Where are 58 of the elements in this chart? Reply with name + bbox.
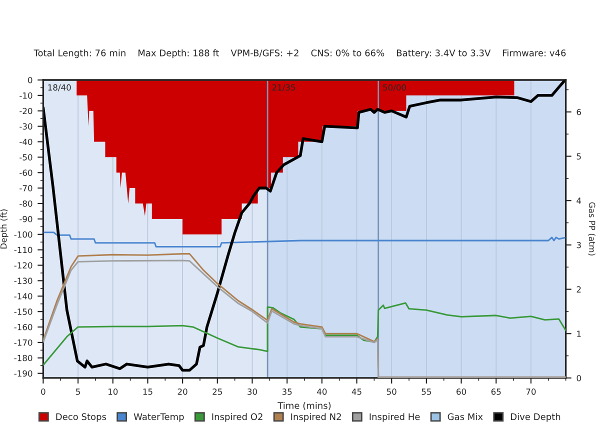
x-tick-label: 35 (282, 388, 292, 395)
y2-tick-label: 2 (576, 286, 581, 292)
x-axis-title: Time (mins) (278, 402, 331, 410)
y-tick-label: -170 (14, 339, 32, 346)
y2-tick-label: 4 (576, 198, 582, 204)
line-series (43, 302, 566, 366)
x-tick-label: 5 (76, 388, 80, 395)
x-tick-label: 20 (178, 388, 188, 395)
x-tick-label: 25 (212, 388, 222, 395)
x-tick-label: 10 (108, 388, 118, 395)
legend-label: Inspired He (370, 413, 420, 422)
y2-tick-label: 3 (576, 242, 581, 248)
x-tick-label: 15 (143, 388, 152, 395)
y-tick-label: 0 (28, 76, 32, 84)
legend-label: Gas Mix (448, 413, 483, 420)
y-tick-label: -80 (20, 200, 32, 207)
legend-label: WaterTemp (134, 413, 184, 422)
y2-tick-label: 1 (577, 330, 581, 337)
chart-title: Total Length: 76 min Max Depth: 188 ft VPM-B/GFS: +2 CNS: 0% to 66% Battery: 3.4V to 3.3V Firmware: v46 (34, 49, 566, 58)
y-tick-label: -30 (20, 123, 32, 130)
y-tick-label: -160 (14, 324, 32, 330)
x-tick-label: 0 (41, 388, 46, 395)
y-tick-label: -70 (20, 185, 32, 192)
line-series (43, 232, 566, 248)
legend-label: Dive Depth (511, 413, 560, 422)
y-tick-label: -20 (20, 108, 32, 114)
y-tick-label: -130 (14, 278, 32, 284)
x-tick-label: 30 (248, 388, 257, 395)
y-tick-label: -40 (20, 138, 32, 146)
legend-label: Deco Stops (56, 413, 106, 422)
annotation: 18/40 (48, 84, 71, 92)
x-tick-label: 50 (386, 388, 396, 395)
x-tick-label: 60 (456, 388, 466, 395)
x-tick-label: 45 (352, 388, 362, 395)
y2-tick-label: 0 (576, 374, 581, 382)
y-tick-label: -150 (14, 308, 32, 315)
legend-label: Inspired O2 (212, 413, 262, 422)
annotation: 50/00 (383, 84, 406, 92)
y-tick-label: -10 (20, 92, 32, 99)
y-tick-label: -90 (20, 216, 32, 222)
y-axis-title: Depth (ft) (0, 209, 8, 248)
x-tick-label: 70 (526, 388, 536, 395)
y-tick-label: -120 (14, 262, 32, 269)
x-tick-label: 40 (317, 388, 327, 395)
y-tick-label: -180 (14, 354, 32, 362)
x-tick-label: 65 (491, 388, 501, 395)
y2-tick-label: 6 (576, 108, 581, 116)
y2-tick-label: 5 (576, 153, 581, 160)
y-tick-label: -190 (14, 370, 32, 377)
y-tick-label: -100 (14, 231, 32, 238)
annotation: 21/35 (272, 84, 296, 92)
y2-axis-title: Gas PP (atm) (588, 202, 596, 256)
y-tick-label: -50 (20, 154, 32, 160)
legend-label: Inspired N2 (291, 413, 341, 422)
y-tick-label: -140 (14, 293, 32, 300)
y-tick-label: -60 (20, 170, 32, 176)
y-tick-label: -110 (14, 246, 32, 254)
x-tick-label: 55 (422, 388, 432, 395)
